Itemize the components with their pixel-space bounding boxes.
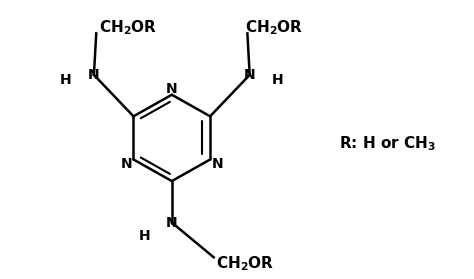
Text: N: N	[211, 157, 223, 170]
Text: R: H or $\mathbf{CH_3}$: R: H or $\mathbf{CH_3}$	[339, 134, 437, 153]
Text: $\mathbf{CH_2OR}$: $\mathbf{CH_2OR}$	[99, 19, 157, 37]
Text: N: N	[166, 82, 178, 96]
Text: N: N	[244, 68, 255, 82]
Text: $\mathbf{CH_2OR}$: $\mathbf{CH_2OR}$	[245, 19, 303, 37]
Text: N: N	[120, 157, 132, 170]
Text: N: N	[166, 215, 178, 230]
Text: H: H	[139, 229, 151, 243]
Text: N: N	[88, 68, 100, 82]
Text: $\mathbf{CH_2OR}$: $\mathbf{CH_2OR}$	[216, 255, 274, 273]
Text: H: H	[272, 73, 283, 87]
Text: H: H	[60, 73, 72, 87]
